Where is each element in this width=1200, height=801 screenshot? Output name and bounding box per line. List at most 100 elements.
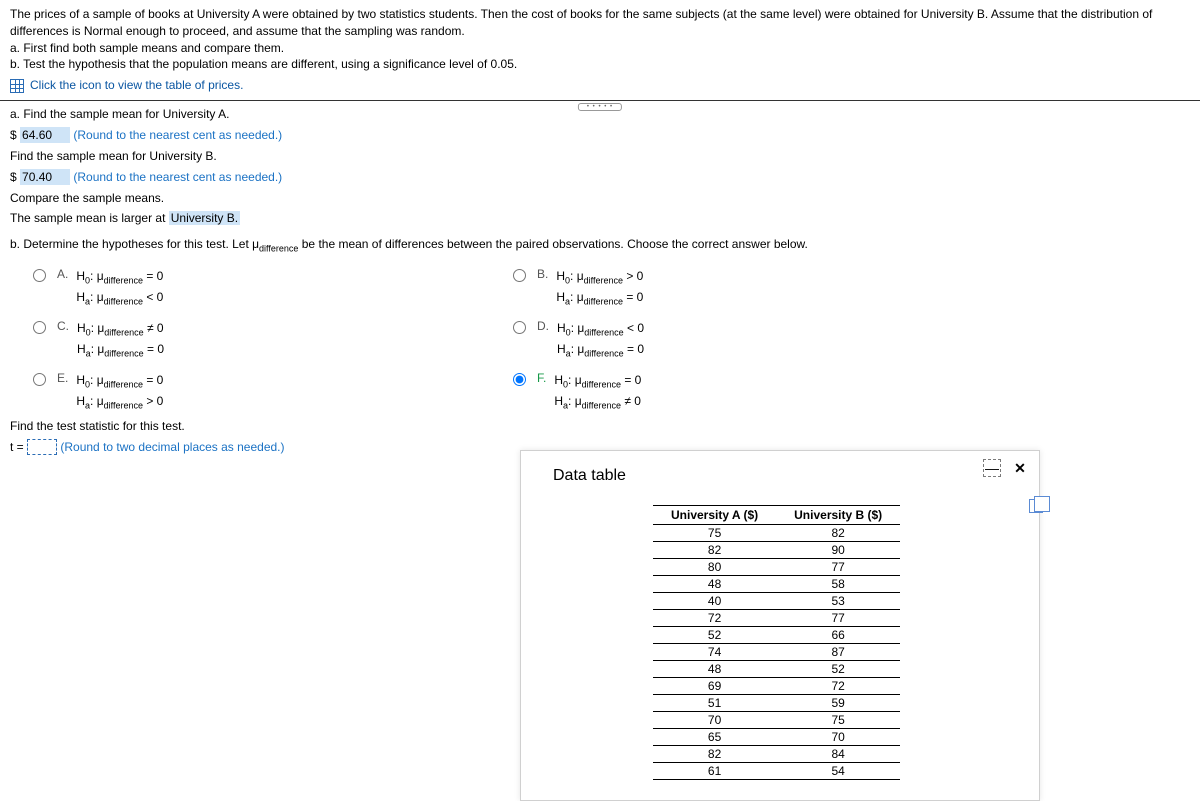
cell-a: 61 <box>653 763 776 780</box>
cell-b: 72 <box>776 678 900 695</box>
option-D[interactable]: D. H0: μdifference < 0Ha: μdifference = 0 <box>508 319 928 361</box>
data-table-title: Data table <box>553 467 1021 485</box>
cell-a: 40 <box>653 593 776 610</box>
t-equals: t = <box>10 440 24 454</box>
minimize-icon[interactable]: — <box>983 459 1001 477</box>
mean-b-input[interactable] <box>20 169 70 185</box>
option-B-radio[interactable] <box>513 269 526 282</box>
cell-b: 77 <box>776 610 900 627</box>
option-F-text: H0: μdifference = 0Ha: μdifference ≠ 0 <box>554 371 641 413</box>
option-A-radio[interactable] <box>33 269 46 282</box>
intro-b: b. Test the hypothesis that the populati… <box>10 56 1190 73</box>
option-E[interactable]: E. H0: μdifference = 0Ha: μdifference > 0 <box>28 371 448 413</box>
option-D-letter: D. <box>537 319 549 333</box>
option-C-radio[interactable] <box>33 321 46 334</box>
table-row: 8290 <box>653 542 900 559</box>
cell-a: 48 <box>653 661 776 678</box>
option-E-text: H0: μdifference = 0Ha: μdifference > 0 <box>76 371 163 413</box>
option-A[interactable]: A. H0: μdifference = 0Ha: μdifference < 0 <box>28 267 448 309</box>
dollar-sign: $ <box>10 128 17 142</box>
copy-icon[interactable] <box>1029 499 1043 513</box>
table-row: 7277 <box>653 610 900 627</box>
cell-b: 77 <box>776 559 900 576</box>
data-table-panel: — ✕ Data table University A ($) Universi… <box>520 450 1040 801</box>
col-a-header: University A ($) <box>653 506 776 525</box>
option-C-text: H0: μdifference ≠ 0Ha: μdifference = 0 <box>77 319 164 361</box>
option-F-letter: F. <box>537 371 546 385</box>
round-hint-2: (Round to the nearest cent as needed.) <box>73 170 282 184</box>
q-compare: Compare the sample means. <box>10 191 1190 205</box>
cell-b: 59 <box>776 695 900 712</box>
cell-a: 65 <box>653 729 776 746</box>
cell-b: 54 <box>776 763 900 780</box>
close-icon[interactable]: ✕ <box>1011 459 1029 477</box>
option-A-letter: A. <box>57 267 68 281</box>
option-E-radio[interactable] <box>33 373 46 386</box>
table-row: 4852 <box>653 661 900 678</box>
option-D-radio[interactable] <box>513 321 526 334</box>
option-D-text: H0: μdifference < 0Ha: μdifference = 0 <box>557 319 644 361</box>
cell-a: 51 <box>653 695 776 712</box>
table-row: 7487 <box>653 644 900 661</box>
table-row: 6972 <box>653 678 900 695</box>
option-F[interactable]: F. H0: μdifference = 0Ha: μdifference ≠ 0 <box>508 371 928 413</box>
cell-a: 75 <box>653 525 776 542</box>
cell-b: 84 <box>776 746 900 763</box>
option-B[interactable]: B. H0: μdifference > 0Ha: μdifference = 0 <box>508 267 928 309</box>
cell-b: 58 <box>776 576 900 593</box>
table-row: 4858 <box>653 576 900 593</box>
option-F-radio[interactable] <box>513 373 526 386</box>
cell-b: 52 <box>776 661 900 678</box>
divider <box>0 100 1200 101</box>
table-row: 4053 <box>653 593 900 610</box>
problem-intro: The prices of a sample of books at Unive… <box>10 6 1190 94</box>
cell-a: 52 <box>653 627 776 644</box>
table-row: 6570 <box>653 729 900 746</box>
cell-a: 82 <box>653 542 776 559</box>
option-B-text: H0: μdifference > 0Ha: μdifference = 0 <box>556 267 643 309</box>
option-A-text: H0: μdifference = 0Ha: μdifference < 0 <box>76 267 163 309</box>
cell-a: 70 <box>653 712 776 729</box>
cell-b: 87 <box>776 644 900 661</box>
hypotheses-prompt: b. Determine the hypotheses for this tes… <box>10 237 1190 253</box>
table-row: 7582 <box>653 525 900 542</box>
cell-a: 80 <box>653 559 776 576</box>
option-E-letter: E. <box>57 371 68 385</box>
price-table: University A ($) University B ($) 758282… <box>653 505 900 780</box>
cell-a: 74 <box>653 644 776 661</box>
cell-a: 48 <box>653 576 776 593</box>
cell-a: 69 <box>653 678 776 695</box>
cell-b: 75 <box>776 712 900 729</box>
table-row: 5159 <box>653 695 900 712</box>
t-input[interactable] <box>27 439 57 455</box>
cell-b: 82 <box>776 525 900 542</box>
table-row: 5266 <box>653 627 900 644</box>
resize-handle[interactable]: • • • • • <box>578 103 622 111</box>
option-C-letter: C. <box>57 319 69 333</box>
mean-a-input[interactable] <box>20 127 70 143</box>
cell-b: 66 <box>776 627 900 644</box>
tstat-label: Find the test statistic for this test. <box>10 419 1190 433</box>
option-B-letter: B. <box>537 267 548 281</box>
table-icon[interactable] <box>10 79 24 93</box>
table-row: 7075 <box>653 712 900 729</box>
cell-b: 90 <box>776 542 900 559</box>
col-b-header: University B ($) <box>776 506 900 525</box>
options-grid: A. H0: μdifference = 0Ha: μdifference < 0… <box>28 267 928 412</box>
table-row: 6154 <box>653 763 900 780</box>
cell-b: 70 <box>776 729 900 746</box>
t-hint: (Round to two decimal places as needed.) <box>60 440 284 454</box>
round-hint-1: (Round to the nearest cent as needed.) <box>73 128 282 142</box>
cell-a: 72 <box>653 610 776 627</box>
intro-p1: The prices of a sample of books at Unive… <box>10 6 1190 40</box>
option-C[interactable]: C. H0: μdifference ≠ 0Ha: μdifference = 0 <box>28 319 448 361</box>
view-prices-link[interactable]: Click the icon to view the table of pric… <box>30 77 243 94</box>
dollar-sign-2: $ <box>10 170 17 184</box>
compare-answer[interactable]: University B. <box>169 211 240 225</box>
compare-prefix: The sample mean is larger at <box>10 211 169 225</box>
cell-b: 53 <box>776 593 900 610</box>
table-row: 8077 <box>653 559 900 576</box>
cell-a: 82 <box>653 746 776 763</box>
intro-a: a. First find both sample means and comp… <box>10 40 1190 57</box>
table-row: 8284 <box>653 746 900 763</box>
